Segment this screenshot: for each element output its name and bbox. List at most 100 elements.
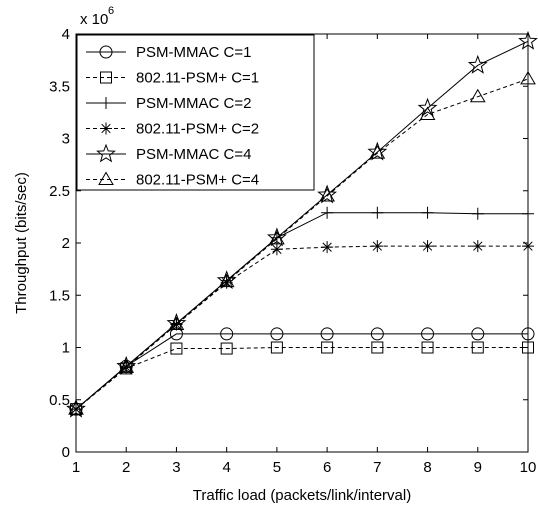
data-point (170, 342, 183, 355)
y-axis-label: Throughput (bits/sec) (13, 172, 30, 314)
data-point (371, 341, 384, 354)
data-point (421, 240, 434, 253)
legend-box (76, 34, 315, 191)
y-axis: 0 0.5 1 1.5 2 2.5 3 3.5 4 (49, 26, 528, 461)
y-tick-label: 1 (62, 340, 70, 357)
data-point (116, 355, 137, 375)
x-tick-label: 9 (474, 459, 482, 476)
data-point (421, 327, 435, 341)
y-tick-label: 3.5 (49, 78, 70, 95)
data-point (320, 327, 334, 341)
legend-label: 802.11-PSM+ C=2 (136, 121, 259, 138)
legend-marker (100, 97, 112, 109)
data-point (321, 241, 334, 254)
data-point (421, 206, 434, 219)
data-point (417, 97, 438, 117)
x-tick-label: 3 (172, 459, 180, 476)
series-line (75, 78, 529, 410)
data-point (170, 318, 183, 331)
legend-label: 802.11-PSM+ C=1 (136, 70, 259, 87)
y-tick-label: 1.5 (49, 287, 70, 304)
legend-label: PSM-MMAC C=4 (136, 146, 251, 163)
x-tick-label: 8 (423, 459, 431, 476)
data-point (66, 398, 86, 418)
data-point (270, 341, 283, 354)
y-tick-label: 0 (62, 444, 70, 461)
legend-item: PSM-MMAC C=4 (86, 143, 251, 163)
legend-item: 802.11-PSM+ C=4 (86, 172, 259, 189)
data-point (371, 240, 384, 253)
data-point (520, 70, 536, 85)
data-point (471, 207, 484, 220)
x-tick-label: 6 (323, 459, 331, 476)
data-point (522, 240, 534, 253)
data-point (270, 243, 283, 256)
x-tick-label: 1 (72, 459, 80, 476)
legend-item: 802.11-PSM+ C=1 (86, 70, 259, 87)
legend: PSM-MMAC C=1 802.11-PSM+ C=1 PSM-MMAC C=2 8… (76, 34, 315, 191)
data-point (216, 270, 237, 290)
y-tick-label: 2 (62, 235, 70, 252)
data-point (70, 403, 82, 416)
series-6 (68, 70, 536, 415)
data-point (317, 184, 338, 204)
data-point (118, 359, 135, 373)
series-line (75, 40, 529, 410)
data-point (220, 327, 234, 341)
data-point (220, 276, 233, 289)
legend-item: PSM-MMAC C=2 (86, 95, 251, 112)
y-axis-multiplier: x 10 6 (80, 5, 114, 28)
legend-item: PSM-MMAC C=1 (86, 44, 251, 61)
data-point (471, 341, 484, 354)
legend-item: 802.11-PSM+ C=2 (86, 121, 259, 138)
data-point (269, 230, 285, 245)
data-point (518, 30, 538, 50)
data-point (266, 227, 287, 247)
data-point (471, 327, 485, 341)
legend-marker (100, 122, 112, 135)
series-line (75, 333, 528, 410)
data-point (522, 341, 534, 354)
legend-marker (98, 171, 114, 185)
legend-label: 802.11-PSM+ C=4 (136, 172, 259, 189)
x-tick-label: 10 (520, 459, 537, 476)
legend-marker (96, 143, 116, 163)
data-point (371, 206, 384, 219)
data-point (370, 327, 384, 341)
data-point (166, 313, 187, 332)
data-point (522, 207, 534, 220)
data-point (367, 141, 388, 161)
legend-marker (99, 45, 113, 59)
x-axis-label: Traffic load (packets/link/interval) (193, 487, 411, 504)
series-layer (66, 30, 538, 418)
data-point (421, 341, 434, 354)
y-tick-label: 3 (62, 131, 70, 148)
data-point (321, 341, 334, 354)
series-line (75, 347, 528, 410)
y-tick-label: 0.5 (49, 392, 70, 409)
x-tick-label: 5 (273, 459, 281, 476)
x-tick-label: 2 (122, 459, 130, 476)
data-point (369, 145, 386, 159)
series-5 (66, 30, 538, 418)
data-point (321, 206, 334, 219)
data-point (220, 342, 233, 355)
legend-label: PSM-MMAC C=2 (136, 95, 251, 112)
legend-marker (100, 71, 112, 84)
data-point (168, 316, 185, 331)
data-point (319, 187, 335, 202)
data-point (467, 54, 488, 74)
data-point (469, 88, 486, 103)
series-1 (69, 327, 535, 416)
y-tick-label: 2.5 (49, 183, 70, 200)
data-point (270, 327, 284, 341)
y-multiplier-base: x 10 (80, 11, 108, 28)
x-tick-label: 4 (222, 459, 230, 476)
data-point (68, 401, 84, 415)
y-multiplier-exponent: 6 (108, 5, 114, 17)
data-point (471, 240, 484, 253)
y-tick-label: 4 (62, 26, 70, 43)
data-point (218, 273, 235, 288)
legend-label: PSM-MMAC C=1 (136, 44, 251, 61)
